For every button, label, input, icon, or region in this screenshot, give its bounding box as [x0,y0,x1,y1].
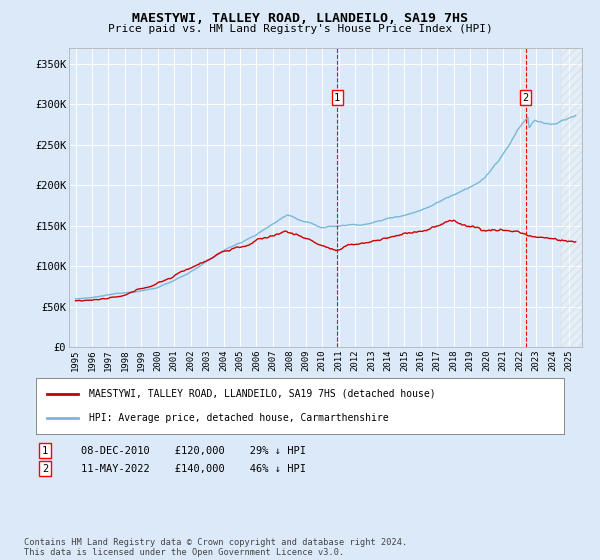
Text: 2: 2 [523,93,529,103]
Text: MAESTYWI, TALLEY ROAD, LLANDEILO, SA19 7HS: MAESTYWI, TALLEY ROAD, LLANDEILO, SA19 7… [132,12,468,25]
Text: MAESTYWI, TALLEY ROAD, LLANDEILO, SA19 7HS (detached house): MAESTYWI, TALLEY ROAD, LLANDEILO, SA19 7… [89,389,436,399]
Text: 11-MAY-2022    £140,000    46% ↓ HPI: 11-MAY-2022 £140,000 46% ↓ HPI [81,464,306,474]
Text: 1: 1 [42,446,48,456]
Text: HPI: Average price, detached house, Carmarthenshire: HPI: Average price, detached house, Carm… [89,413,388,423]
Text: Contains HM Land Registry data © Crown copyright and database right 2024.
This d: Contains HM Land Registry data © Crown c… [24,538,407,557]
Text: 2: 2 [42,464,48,474]
Text: 08-DEC-2010    £120,000    29% ↓ HPI: 08-DEC-2010 £120,000 29% ↓ HPI [81,446,306,456]
Text: 1: 1 [334,93,340,103]
Text: Price paid vs. HM Land Registry's House Price Index (HPI): Price paid vs. HM Land Registry's House … [107,24,493,34]
